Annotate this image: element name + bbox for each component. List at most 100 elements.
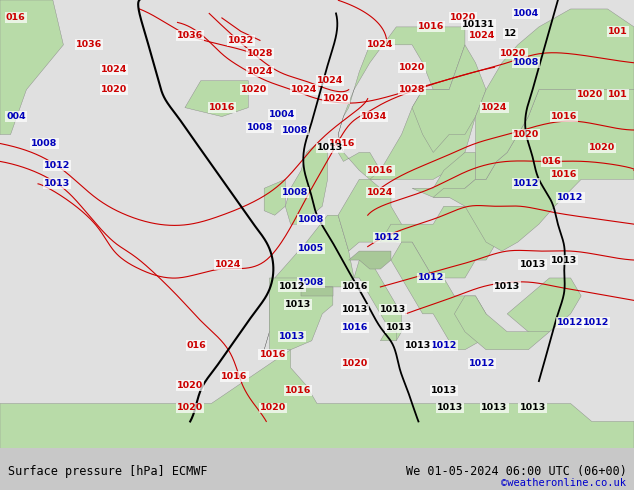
- Text: 1008: 1008: [297, 215, 324, 224]
- Text: 1016: 1016: [551, 171, 578, 179]
- Text: 1012: 1012: [583, 318, 609, 327]
- Text: 1013: 1013: [44, 179, 70, 188]
- Polygon shape: [185, 81, 249, 117]
- Text: ©weatheronline.co.uk: ©weatheronline.co.uk: [501, 478, 626, 488]
- Text: 1013: 1013: [494, 282, 521, 292]
- Text: 004: 004: [6, 112, 25, 121]
- Polygon shape: [380, 206, 496, 278]
- Text: 1020: 1020: [399, 63, 425, 72]
- Text: 1013: 1013: [285, 300, 311, 309]
- Text: 1012: 1012: [430, 341, 457, 350]
- Text: 1008: 1008: [297, 278, 324, 287]
- Text: Surface pressure [hPa] ECMWF: Surface pressure [hPa] ECMWF: [8, 465, 207, 478]
- Text: 1004: 1004: [269, 110, 295, 119]
- Text: 016: 016: [6, 13, 26, 23]
- Text: 1020: 1020: [500, 49, 527, 58]
- Text: We 01-05-2024 06:00 UTC (06+00): We 01-05-2024 06:00 UTC (06+00): [406, 465, 626, 478]
- Text: 1036: 1036: [75, 40, 102, 49]
- Text: 1020: 1020: [513, 130, 540, 139]
- Text: 1024: 1024: [316, 76, 343, 85]
- Text: 1013: 1013: [405, 341, 432, 350]
- Text: 1028: 1028: [399, 85, 425, 94]
- Text: 101: 101: [608, 27, 628, 36]
- Text: 1016: 1016: [329, 139, 356, 148]
- Text: 1024: 1024: [367, 40, 394, 49]
- Text: 1020: 1020: [259, 403, 286, 413]
- Text: 1028: 1028: [247, 49, 273, 58]
- Polygon shape: [433, 90, 634, 251]
- Polygon shape: [301, 287, 333, 296]
- Text: 1008: 1008: [513, 58, 540, 67]
- Text: 1013: 1013: [342, 305, 368, 314]
- Text: 1012: 1012: [418, 273, 444, 282]
- Text: 1024: 1024: [367, 188, 394, 197]
- Text: 1013: 1013: [519, 403, 546, 413]
- Polygon shape: [338, 27, 465, 152]
- Text: 1032: 1032: [228, 36, 254, 45]
- Text: 1016: 1016: [209, 103, 235, 112]
- Text: 1020: 1020: [101, 85, 127, 94]
- Text: 1016: 1016: [367, 166, 394, 175]
- Text: 1013: 1013: [437, 403, 463, 413]
- Text: 1020: 1020: [240, 85, 267, 94]
- Text: 1024: 1024: [481, 103, 508, 112]
- Text: 1020: 1020: [323, 94, 349, 103]
- Polygon shape: [380, 332, 396, 341]
- Text: 1016: 1016: [221, 372, 248, 381]
- Text: 1012: 1012: [278, 282, 305, 292]
- Text: 1012: 1012: [513, 179, 540, 188]
- Text: 1012: 1012: [469, 359, 495, 368]
- Text: 1012: 1012: [557, 193, 584, 202]
- Polygon shape: [412, 45, 486, 152]
- Text: 1013: 1013: [316, 144, 343, 152]
- Polygon shape: [275, 112, 285, 117]
- Text: 1013: 1013: [386, 323, 413, 332]
- Text: 1013: 1013: [380, 305, 406, 314]
- Text: 10131: 10131: [462, 20, 495, 29]
- Polygon shape: [349, 251, 391, 269]
- Text: 101: 101: [608, 90, 628, 98]
- Text: 1016: 1016: [551, 112, 578, 121]
- Text: 1024: 1024: [101, 65, 127, 74]
- Polygon shape: [354, 260, 401, 341]
- Polygon shape: [370, 90, 476, 179]
- Text: 1008: 1008: [281, 188, 308, 197]
- Text: 1005: 1005: [297, 245, 324, 253]
- Text: 12: 12: [504, 29, 517, 38]
- Text: 1012: 1012: [44, 161, 70, 171]
- Polygon shape: [507, 278, 581, 332]
- Text: 1013: 1013: [278, 332, 305, 341]
- Text: 1016: 1016: [418, 23, 444, 31]
- Text: 1013: 1013: [481, 403, 508, 413]
- Text: 1016: 1016: [259, 350, 286, 359]
- Polygon shape: [269, 278, 333, 350]
- Text: 1013: 1013: [551, 256, 578, 265]
- Text: 1036: 1036: [177, 31, 204, 40]
- Text: 1008: 1008: [31, 139, 58, 148]
- Polygon shape: [338, 179, 401, 251]
- Polygon shape: [0, 0, 63, 135]
- Text: 1016: 1016: [342, 282, 368, 292]
- Text: 1024: 1024: [291, 85, 318, 94]
- Polygon shape: [391, 242, 496, 350]
- Text: 1020: 1020: [177, 403, 204, 413]
- Text: 1024: 1024: [215, 260, 242, 269]
- Text: 1016: 1016: [342, 323, 368, 332]
- Text: 1004: 1004: [513, 9, 540, 18]
- Text: 1012: 1012: [557, 318, 584, 327]
- Text: 1008: 1008: [281, 125, 308, 135]
- Text: 1020: 1020: [450, 13, 476, 23]
- Polygon shape: [455, 296, 550, 350]
- Text: 016: 016: [541, 157, 562, 166]
- Text: 1013: 1013: [519, 260, 546, 269]
- Polygon shape: [285, 144, 328, 224]
- Polygon shape: [264, 179, 285, 215]
- Polygon shape: [338, 152, 380, 179]
- Polygon shape: [0, 350, 634, 448]
- Text: 1020: 1020: [589, 144, 616, 152]
- Text: 1020: 1020: [342, 359, 368, 368]
- Text: 1008: 1008: [247, 123, 273, 132]
- Text: 1020: 1020: [576, 90, 603, 98]
- Text: 1013: 1013: [430, 386, 457, 394]
- Text: 1034: 1034: [361, 112, 387, 121]
